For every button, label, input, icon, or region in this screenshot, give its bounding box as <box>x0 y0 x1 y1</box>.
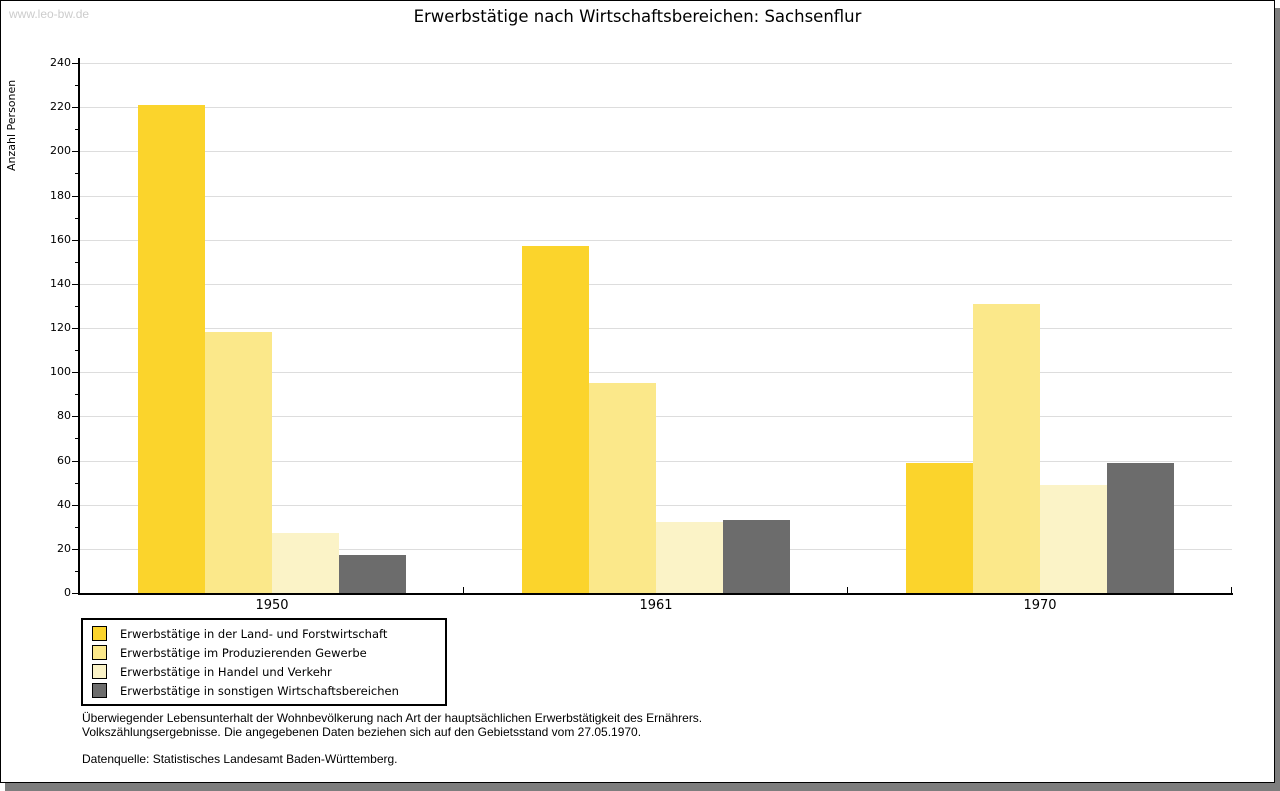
watermark: www.leo-bw.de <box>9 7 90 21</box>
y-tick-label-0: 0 <box>64 586 71 599</box>
gridline-60 <box>80 461 1232 462</box>
bar-1961-series-3 <box>656 522 723 593</box>
y-minor-tick-190 <box>75 173 79 174</box>
legend-swatch-icon <box>92 683 107 698</box>
x-tick-2 <box>847 587 848 594</box>
y-minor-tick-210 <box>75 129 79 130</box>
data-source: Datenquelle: Statistisches Landesamt Bad… <box>82 752 398 766</box>
y-tick-label-120: 120 <box>50 321 71 334</box>
y-major-tick-200 <box>72 151 78 152</box>
bar-1950-series-3 <box>272 533 339 593</box>
plot-area <box>80 63 1232 593</box>
chart-title: Erwerbstätige nach Wirtschaftsbereichen:… <box>413 7 862 26</box>
bar-1961-series-1 <box>522 246 589 593</box>
gridline-140 <box>80 284 1232 285</box>
legend-swatch-icon <box>92 664 107 679</box>
legend-label: Erwerbstätige im Produzierenden Gewerbe <box>120 645 367 660</box>
y-minor-tick-230 <box>75 85 79 86</box>
bar-1970-series-1 <box>906 463 973 593</box>
y-major-tick-100 <box>72 372 78 373</box>
gridline-40 <box>80 505 1232 506</box>
y-minor-tick-50 <box>75 483 79 484</box>
legend-item-2: Erwerbstätige im Produzierenden Gewerbe <box>83 643 445 662</box>
y-axis-line <box>78 58 80 595</box>
bar-1970-series-2 <box>973 304 1040 593</box>
y-minor-tick-150 <box>75 262 79 263</box>
y-tick-label-60: 60 <box>57 454 71 467</box>
y-major-tick-0 <box>72 593 78 594</box>
y-major-tick-220 <box>72 107 78 108</box>
y-tick-label-40: 40 <box>57 498 71 511</box>
y-major-tick-140 <box>72 284 78 285</box>
legend-item-1: Erwerbstätige in der Land- und Forstwirt… <box>83 624 445 643</box>
y-tick-label-240: 240 <box>50 56 71 69</box>
legend-label: Erwerbstätige in der Land- und Forstwirt… <box>120 626 388 641</box>
legend-swatch-icon <box>92 626 107 641</box>
bar-1970-series-3 <box>1040 485 1107 593</box>
y-tick-label-200: 200 <box>50 144 71 157</box>
y-tick-label-160: 160 <box>50 233 71 246</box>
bar-1961-series-2 <box>589 383 656 593</box>
x-tick-label-1950: 1950 <box>255 598 289 613</box>
y-major-tick-180 <box>72 196 78 197</box>
gridline-220 <box>80 107 1232 108</box>
y-minor-tick-110 <box>75 350 79 351</box>
legend-item-4: Erwerbstätige in sonstigen Wirtschaftsbe… <box>83 681 445 700</box>
legend-swatch-icon <box>92 645 107 660</box>
y-tick-label-220: 220 <box>50 100 71 113</box>
x-tick-label-1970: 1970 <box>1023 598 1057 613</box>
bar-1950-series-1 <box>138 105 205 593</box>
y-minor-tick-130 <box>75 306 79 307</box>
x-axis-line <box>78 593 1233 595</box>
y-major-tick-240 <box>72 63 78 64</box>
gridline-120 <box>80 328 1232 329</box>
y-minor-tick-70 <box>75 438 79 439</box>
bar-1950-series-2 <box>205 332 272 593</box>
gridline-100 <box>80 372 1232 373</box>
y-major-tick-160 <box>72 240 78 241</box>
legend-label: Erwerbstätige in Handel und Verkehr <box>120 664 332 679</box>
y-minor-tick-10 <box>75 571 79 572</box>
gridline-180 <box>80 196 1232 197</box>
y-minor-tick-90 <box>75 394 79 395</box>
y-major-tick-120 <box>72 328 78 329</box>
gridline-80 <box>80 416 1232 417</box>
bar-1961-series-4 <box>723 520 790 593</box>
y-major-tick-60 <box>72 461 78 462</box>
y-tick-label-20: 20 <box>57 542 71 555</box>
y-axis-title: Anzahl Personen <box>5 79 18 171</box>
y-minor-tick-170 <box>75 218 79 219</box>
gridline-160 <box>80 240 1232 241</box>
gridline-200 <box>80 151 1232 152</box>
footnote-line-2: Volkszählungsergebnisse. Die angegebenen… <box>82 725 642 739</box>
y-minor-tick-30 <box>75 527 79 528</box>
footnote-line-1: Überwiegender Lebensunterhalt der Wohnbe… <box>82 711 703 725</box>
y-major-tick-80 <box>72 416 78 417</box>
legend-label: Erwerbstätige in sonstigen Wirtschaftsbe… <box>120 683 399 698</box>
y-major-tick-20 <box>72 549 78 550</box>
y-tick-label-140: 140 <box>50 277 71 290</box>
bar-1970-series-4 <box>1107 463 1174 593</box>
y-major-tick-40 <box>72 505 78 506</box>
x-tick-1 <box>463 587 464 594</box>
x-tick-label-1961: 1961 <box>639 598 673 613</box>
y-tick-label-80: 80 <box>57 409 71 422</box>
legend: Erwerbstätige in der Land- und Forstwirt… <box>81 618 447 706</box>
gridline-240 <box>80 63 1232 64</box>
legend-item-3: Erwerbstätige in Handel und Verkehr <box>83 662 445 681</box>
y-tick-label-100: 100 <box>50 365 71 378</box>
y-tick-label-180: 180 <box>50 189 71 202</box>
bar-1950-series-4 <box>339 555 406 593</box>
x-tick-3 <box>1231 587 1232 594</box>
